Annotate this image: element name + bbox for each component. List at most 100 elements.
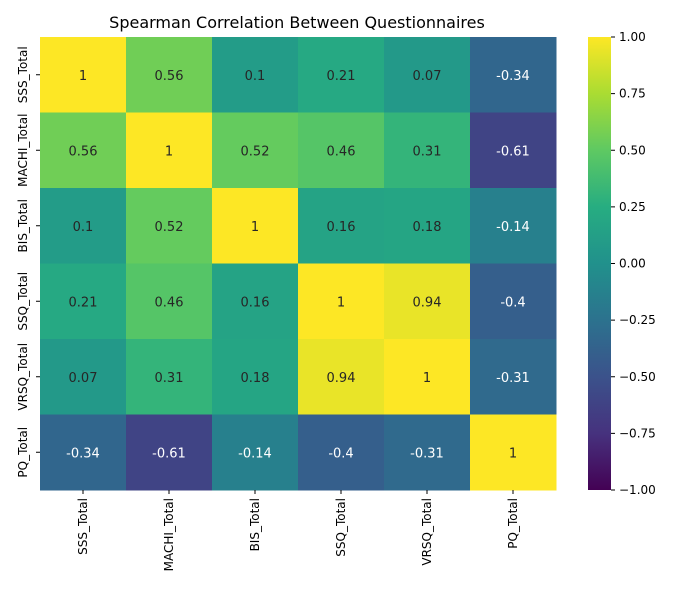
heatmap-cell [384, 188, 471, 264]
heatmap-cell [298, 414, 385, 491]
heatmap-cells [40, 37, 557, 491]
heatmap-cell [40, 339, 127, 415]
heatmap-cell [298, 188, 385, 264]
x-tick-label: SSS_Total [76, 498, 90, 555]
heatmap-cell [470, 112, 557, 189]
heatmap-cell [126, 263, 213, 340]
x-axis: SSS_Total MACHI_Total BIS_Total SSQ_Total VR… [76, 490, 520, 571]
colorbar-tick-label: −0.75 [619, 426, 656, 440]
cell-value-label: 0.56 [69, 144, 98, 159]
cell-value-label: 0.21 [327, 69, 356, 84]
heatmap-cell [298, 339, 385, 415]
heatmap-cell [126, 112, 213, 189]
cell-value-label: 0.46 [155, 295, 184, 310]
cell-value-label: 0.07 [413, 69, 442, 84]
colorbar-tick-label: 0.00 [619, 257, 646, 271]
heatmap-cell [40, 188, 127, 264]
heatmap-cell [40, 263, 127, 340]
colorbar-tick-label: −0.25 [619, 313, 656, 327]
cell-value-label: -0.31 [496, 371, 530, 386]
heatmap-cell [212, 414, 299, 491]
colorbar-gradient [588, 37, 611, 490]
x-tick-label: BIS_Total [248, 498, 262, 551]
cell-value-label: 0.18 [241, 371, 270, 386]
colorbar-tick-label: −0.50 [619, 370, 656, 384]
cell-value-label: 0.94 [327, 371, 356, 386]
cell-value-label: 0.07 [69, 371, 98, 386]
cell-value-label: 0.46 [327, 144, 356, 159]
cell-value-label: 0.16 [327, 220, 356, 235]
cell-value-label: 0.1 [245, 69, 266, 84]
heatmap-cell-labels: 1 0.56 0.1 0.21 0.07 -0.34 0.56 1 0.52 0.46 0.31 -0… [66, 69, 530, 462]
cell-value-label: 1 [509, 446, 517, 461]
x-tick-label: VRSQ_Total [420, 498, 434, 566]
cell-value-label: -0.14 [238, 446, 272, 461]
heatmap-cell [470, 339, 557, 415]
heatmap-cell [384, 112, 471, 189]
x-tick-label: MACHI_Total [162, 498, 176, 571]
heatmap-cell [126, 339, 213, 415]
heatmap-cell [298, 37, 385, 113]
heatmap-cell [384, 339, 471, 415]
heatmap-cell [212, 37, 299, 113]
cell-value-label: 0.18 [413, 220, 442, 235]
cell-value-label: 0.31 [155, 371, 184, 386]
cell-value-label: 1 [337, 295, 345, 310]
heatmap-cell [298, 112, 385, 189]
y-axis: SSS_Total MACHI_Total BIS_Total SSQ_Total VR… [16, 46, 40, 478]
heatmap-cell [212, 263, 299, 340]
cell-value-label: 0.1 [73, 220, 94, 235]
heatmap-cell [298, 263, 385, 340]
chart-title: Spearman Correlation Between Questionnai… [109, 13, 485, 32]
y-tick-label: SSQ_Total [16, 272, 30, 331]
colorbar-tick-label: 0.50 [619, 143, 646, 157]
y-tick-label: SSS_Total [16, 46, 30, 103]
heatmap-cell [470, 414, 557, 491]
cell-value-label: 0.52 [241, 144, 270, 159]
heatmap-cell [212, 188, 299, 264]
cell-value-label: 0.16 [241, 295, 270, 310]
colorbar-tick-label: 0.75 [619, 87, 646, 101]
x-tick-label: PQ_Total [506, 498, 520, 549]
y-tick-label: VRSQ_Total [16, 343, 30, 411]
heatmap-cell [212, 112, 299, 189]
x-tick-label: SSQ_Total [334, 498, 348, 557]
cell-value-label: -0.34 [496, 69, 530, 84]
heatmap-cell [40, 414, 127, 491]
heatmap-cell [470, 37, 557, 113]
heatmap-cell [470, 188, 557, 264]
heatmap-cell [384, 37, 471, 113]
cell-value-label: 1 [165, 144, 173, 159]
cell-value-label: -0.61 [496, 144, 530, 159]
y-tick-label: BIS_Total [16, 199, 30, 252]
cell-value-label: 0.56 [155, 69, 184, 84]
cell-value-label: -0.34 [66, 446, 100, 461]
cell-value-label: 1 [423, 371, 431, 386]
heatmap-cell [212, 339, 299, 415]
cell-value-label: -0.31 [410, 446, 444, 461]
cell-value-label: 0.31 [413, 144, 442, 159]
y-tick-label: PQ_Total [16, 427, 30, 478]
colorbar-tick-label: 0.25 [619, 200, 646, 214]
cell-value-label: 1 [79, 69, 87, 84]
heatmap-cell [126, 37, 213, 113]
cell-value-label: -0.61 [152, 446, 186, 461]
heatmap-cell [40, 112, 127, 189]
heatmap-cell [126, 414, 213, 491]
heatmap-cell [384, 414, 471, 491]
heatmap-cell [384, 263, 471, 340]
heatmap-cell [470, 263, 557, 340]
colorbar-tick-label: 1.00 [619, 30, 646, 44]
cell-value-label: 1 [251, 220, 259, 235]
y-tick-label: MACHI_Total [16, 114, 30, 187]
cell-value-label: 0.52 [155, 220, 184, 235]
cell-value-label: -0.4 [328, 446, 353, 461]
cell-value-label: 0.21 [69, 295, 98, 310]
heatmap-cell [126, 188, 213, 264]
cell-value-label: -0.4 [500, 295, 525, 310]
cell-value-label: -0.14 [496, 220, 530, 235]
colorbar: 1.00 0.75 0.50 0.25 0.00 −0.25 −0.50 −0.75 −1.00 [588, 30, 656, 497]
heatmap-cell [40, 37, 127, 113]
cell-value-label: 0.94 [413, 295, 442, 310]
